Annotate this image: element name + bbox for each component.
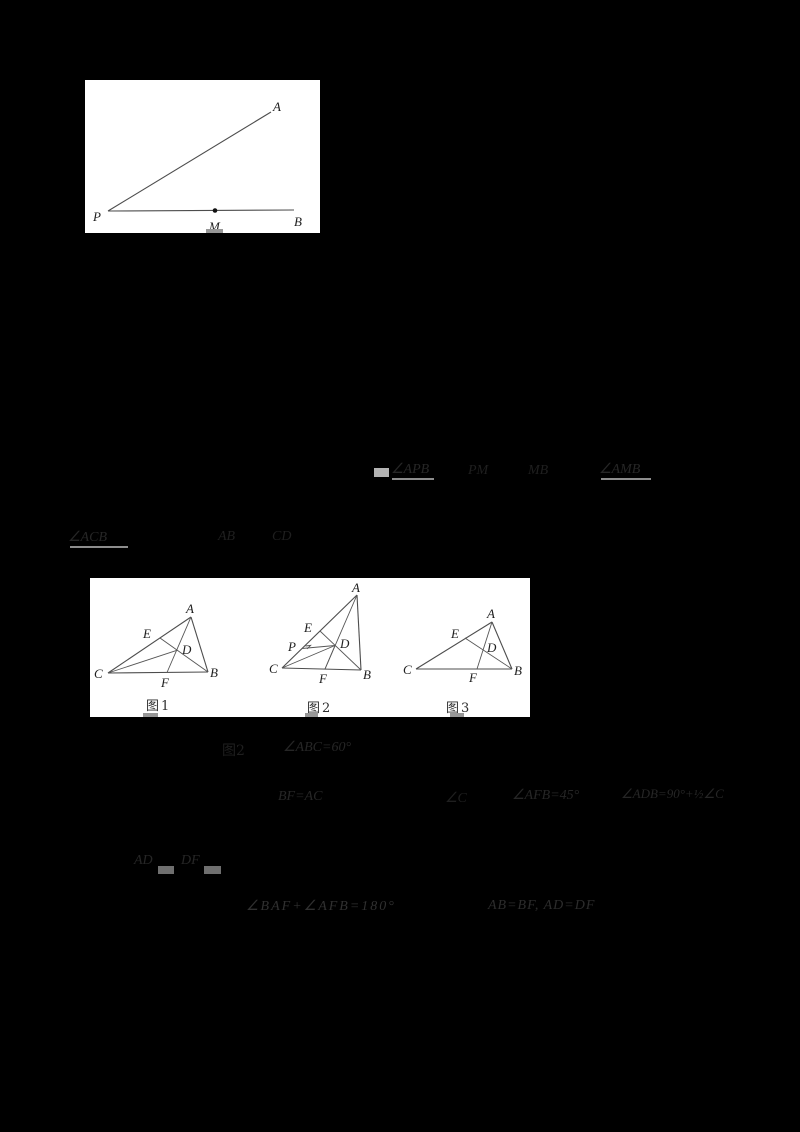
faint-math-token: ∠APB	[391, 462, 430, 477]
fig1-label-e: E	[142, 626, 151, 641]
fig3-label-f: F	[468, 670, 478, 685]
fig1-label-b: B	[210, 665, 218, 680]
faint-math-token: ∠AMB	[599, 462, 641, 477]
faint-math-token: ∠ABC=60°	[283, 740, 352, 755]
label-a: A	[272, 99, 281, 114]
caption-remnant	[143, 713, 158, 717]
fig1-group: A E D C F B	[94, 601, 218, 690]
faint-math-token: MB	[528, 463, 549, 478]
fig2-label-c: C	[269, 661, 278, 676]
fig2-line-df	[324, 645, 336, 670]
fig2-label-a: A	[351, 580, 360, 595]
fig1-line-cd	[107, 649, 178, 674]
caption-remnant	[206, 229, 223, 233]
angle-figure-svg: A P M B	[92, 99, 302, 233]
fig2-label-p: P	[287, 639, 296, 654]
label-p: P	[92, 209, 101, 224]
fig2-line-ab	[356, 594, 362, 671]
figure-triangles-panel: A E D C F B A E P D	[90, 578, 530, 717]
underline-mark	[70, 546, 128, 548]
label-b: B	[294, 214, 302, 229]
faint-math-token: AB	[218, 529, 236, 544]
segment-pb	[107, 209, 295, 212]
faint-math-token: ∠C	[445, 791, 467, 806]
fig1-line-ca	[107, 616, 192, 674]
fig2-label-b: B	[363, 667, 371, 682]
faint-math-token: AD	[134, 853, 153, 868]
fig3-label-b: B	[514, 663, 522, 678]
fig3-line-ca	[415, 621, 493, 670]
faint-math-token: CD	[272, 529, 292, 544]
fig1-label-c: C	[94, 666, 103, 681]
point-m-dot	[212, 208, 218, 213]
fig2-line-ca	[281, 594, 358, 669]
fig3-line-af	[476, 621, 493, 670]
fig3-label-a: A	[486, 606, 495, 621]
fig3-label-c: C	[403, 662, 412, 677]
fig2-label-e: E	[303, 620, 312, 635]
faint-math-token: AB=BF, AD=DF	[488, 898, 596, 913]
underline-mark	[392, 478, 434, 480]
ray-pa	[107, 111, 272, 212]
fig1-line-eb	[159, 637, 209, 673]
figure-angle-apm: A P M B	[85, 80, 320, 233]
fig2-line-cb	[281, 667, 362, 671]
triangles-svg: A E D C F B A E P D	[94, 580, 522, 690]
fig1-line-cb	[107, 671, 209, 674]
underline-mark	[601, 478, 651, 480]
fig2-group: A E P D C F B	[269, 580, 371, 686]
fig2-line-eb	[319, 630, 362, 671]
faint-math-token: ∠ACB	[68, 530, 107, 545]
fig3-group: A E D C F B	[403, 606, 522, 685]
fig1-line-ab	[190, 616, 209, 673]
fig3-label-d: D	[486, 640, 497, 655]
highlight-box	[374, 468, 389, 477]
faint-math-token: ∠ADB=90°+½∠C	[621, 786, 724, 801]
fig2-line-cd	[281, 645, 336, 669]
fig2-label-f: F	[318, 671, 328, 686]
fig2-label-d: D	[339, 636, 350, 651]
fig2-right-angle-mark	[305, 644, 312, 650]
fig1-caption: 图1	[146, 699, 172, 714]
fig3-caption: 图3	[446, 701, 472, 716]
token-remnant	[158, 866, 174, 874]
fig3-line-eb	[464, 637, 513, 670]
faint-math-token: ∠AFB=45°	[512, 788, 580, 803]
fig1-label-d: D	[181, 642, 192, 657]
faint-math-token: BF=AC	[278, 789, 323, 804]
caption-remnant	[305, 713, 318, 717]
faint-math-token: PM	[468, 463, 489, 478]
fig3-label-e: E	[450, 626, 459, 641]
fig2-caption: 图2	[307, 701, 333, 716]
fig1-line-af	[166, 616, 192, 673]
faint-math-token: 图2	[222, 743, 245, 759]
fig3-line-ab	[491, 621, 513, 670]
fig1-label-a: A	[185, 601, 194, 616]
caption-remnant	[450, 713, 464, 717]
fig1-label-f: F	[160, 675, 170, 690]
token-remnant	[204, 866, 221, 874]
faint-math-token: DF	[181, 853, 200, 868]
faint-math-token: ∠BAF+∠AFB=180°	[246, 899, 396, 914]
